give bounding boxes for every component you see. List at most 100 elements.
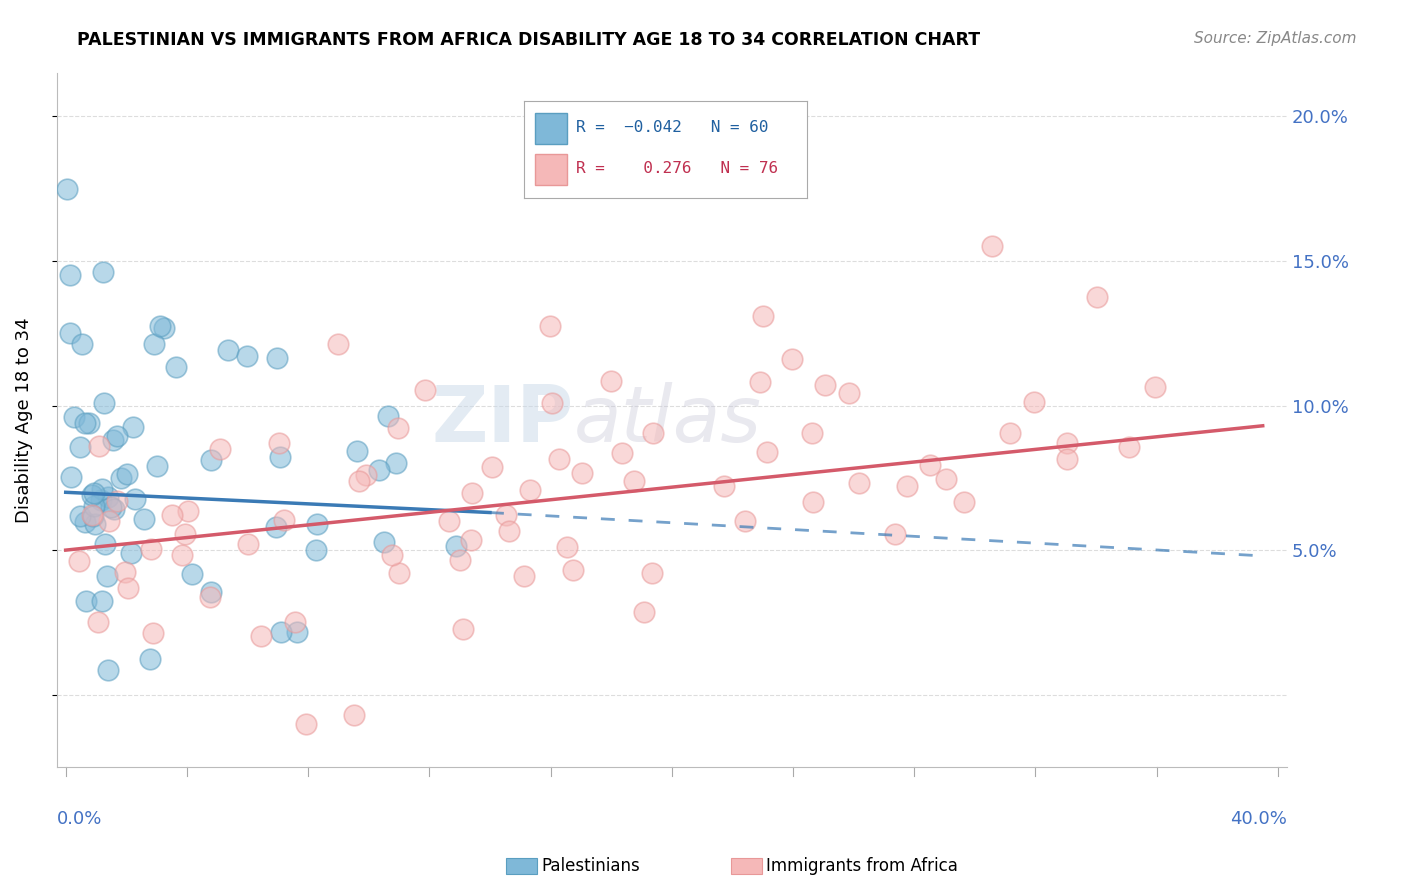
Point bbox=[538, 319, 561, 334]
Point bbox=[998, 425, 1021, 440]
Point bbox=[217, 343, 239, 357]
Point bbox=[93, 395, 115, 409]
Point bbox=[896, 479, 918, 493]
Point bbox=[555, 540, 578, 554]
Point bbox=[953, 495, 976, 509]
Point bbox=[800, 426, 823, 441]
Point bbox=[305, 516, 328, 531]
Point bbox=[1024, 394, 1046, 409]
Point bbox=[146, 458, 169, 473]
Point bbox=[75, 416, 97, 430]
Point bbox=[59, 326, 82, 341]
Point bbox=[141, 541, 163, 556]
Point bbox=[495, 508, 517, 523]
Point bbox=[1144, 380, 1167, 394]
Point bbox=[59, 268, 82, 283]
Point bbox=[142, 626, 165, 640]
Point bbox=[1056, 436, 1078, 450]
Point bbox=[444, 540, 467, 554]
Point bbox=[97, 490, 120, 504]
Point bbox=[415, 383, 437, 397]
Point bbox=[269, 450, 291, 465]
Point bbox=[153, 321, 176, 335]
Point bbox=[377, 409, 399, 423]
Point bbox=[80, 508, 103, 523]
Point bbox=[980, 239, 1002, 253]
Point bbox=[780, 351, 803, 366]
Point bbox=[266, 351, 288, 366]
Point bbox=[94, 537, 117, 551]
Point bbox=[571, 466, 593, 480]
Point bbox=[83, 486, 105, 500]
Text: Source: ZipAtlas.com: Source: ZipAtlas.com bbox=[1194, 31, 1357, 46]
Text: atlas: atlas bbox=[574, 382, 761, 458]
Point bbox=[713, 478, 735, 492]
Point bbox=[139, 652, 162, 666]
Point bbox=[266, 520, 288, 534]
Text: ZIP: ZIP bbox=[432, 382, 574, 458]
Point bbox=[67, 554, 90, 568]
Point bbox=[562, 564, 585, 578]
Point bbox=[200, 590, 222, 604]
Point bbox=[387, 421, 409, 435]
Point bbox=[368, 463, 391, 477]
Point bbox=[101, 434, 124, 448]
Point bbox=[174, 526, 197, 541]
Point bbox=[236, 537, 259, 551]
Point bbox=[385, 456, 408, 470]
Point bbox=[176, 504, 198, 518]
Point bbox=[519, 483, 541, 497]
Point bbox=[117, 581, 139, 595]
Point bbox=[305, 543, 328, 558]
Point bbox=[90, 493, 112, 508]
Text: 0.0%: 0.0% bbox=[56, 811, 103, 829]
Point bbox=[115, 467, 138, 481]
Point bbox=[270, 625, 292, 640]
Text: 40.0%: 40.0% bbox=[1230, 811, 1286, 829]
Point bbox=[343, 707, 366, 722]
Point bbox=[97, 663, 120, 677]
Point bbox=[70, 336, 93, 351]
Point bbox=[935, 472, 957, 486]
Point bbox=[100, 500, 122, 514]
Point bbox=[124, 491, 146, 506]
Point bbox=[354, 467, 377, 482]
Point bbox=[200, 453, 222, 467]
Point bbox=[110, 471, 132, 485]
Point bbox=[91, 593, 114, 607]
Point bbox=[641, 566, 664, 581]
Point bbox=[82, 509, 104, 524]
Point bbox=[1085, 290, 1108, 304]
Point bbox=[328, 336, 350, 351]
Point bbox=[105, 429, 128, 443]
Point bbox=[75, 594, 97, 608]
Point bbox=[143, 337, 166, 351]
Point bbox=[513, 568, 536, 582]
Point bbox=[69, 508, 91, 523]
Point bbox=[623, 475, 645, 489]
Point bbox=[610, 446, 633, 460]
Point bbox=[918, 458, 941, 472]
Point bbox=[162, 508, 184, 522]
Point bbox=[86, 615, 108, 629]
Point bbox=[121, 419, 143, 434]
Point bbox=[641, 425, 664, 440]
Point bbox=[295, 716, 318, 731]
Point bbox=[752, 310, 775, 324]
Point bbox=[120, 546, 142, 560]
Point bbox=[755, 445, 778, 459]
Point bbox=[250, 629, 273, 643]
Text: Palestinians: Palestinians bbox=[541, 857, 640, 875]
Point bbox=[96, 569, 118, 583]
Point bbox=[91, 482, 114, 496]
Point bbox=[541, 396, 564, 410]
Point bbox=[481, 460, 503, 475]
Point bbox=[461, 486, 484, 500]
Point bbox=[97, 514, 120, 528]
Point bbox=[69, 441, 91, 455]
Point bbox=[172, 549, 194, 563]
Point bbox=[547, 451, 569, 466]
Point bbox=[373, 535, 395, 549]
Point bbox=[814, 377, 837, 392]
Point bbox=[1056, 451, 1078, 466]
